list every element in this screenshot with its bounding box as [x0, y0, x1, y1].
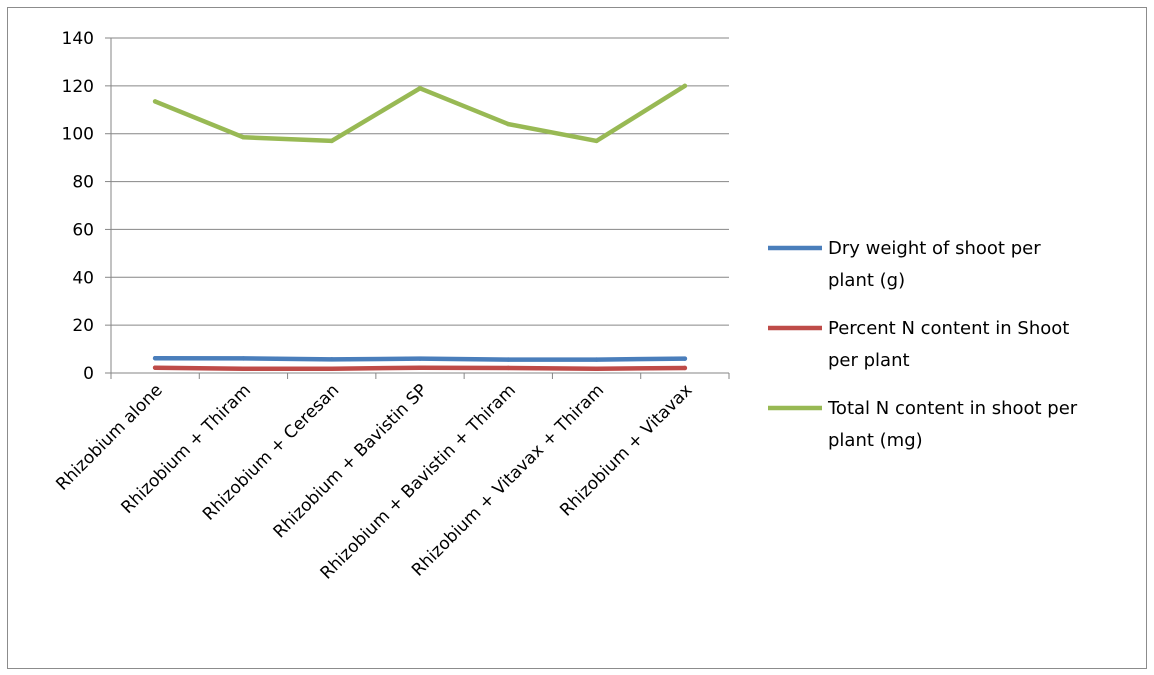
- data-point: [152, 99, 158, 104]
- x-category-label: Rhizobium + Vitavax + Thiram: [408, 380, 608, 580]
- data-point: [594, 357, 599, 362]
- x-category-label: Rhizobium + Bavistin + Thiram: [317, 380, 520, 583]
- y-tick-label: 0: [83, 364, 94, 384]
- legend-label: plant (g): [828, 270, 905, 291]
- legend-label: plant (mg): [828, 430, 923, 451]
- data-point: [329, 357, 334, 362]
- data-point: [506, 121, 511, 127]
- data-point: [506, 365, 511, 371]
- legend-label: Dry weight of shoot per: [828, 238, 1041, 259]
- legend: Dry weight of shoot per plant (g) Percent …: [768, 238, 1078, 451]
- data-point: [682, 356, 688, 361]
- y-tick-label: 40: [72, 268, 94, 288]
- series-lines: [152, 83, 688, 371]
- data-point: [417, 356, 423, 361]
- data-point: [241, 356, 246, 361]
- data-point: [152, 365, 158, 370]
- x-category-label: Rhizobium + Bavistin SP: [270, 380, 432, 542]
- y-tick-label: 80: [72, 173, 94, 193]
- y-tick-label: 20: [72, 316, 94, 336]
- series-line-3: [152, 83, 688, 144]
- data-point: [682, 83, 688, 89]
- y-tick-label: 120: [62, 77, 94, 97]
- y-tick-label: 100: [62, 125, 94, 145]
- y-tick-label: 140: [62, 29, 94, 49]
- data-point: [682, 365, 688, 371]
- data-point: [329, 366, 334, 371]
- legend-label: per plant: [828, 350, 910, 371]
- data-point: [241, 135, 246, 140]
- data-point: [329, 138, 334, 144]
- data-point: [417, 86, 423, 91]
- legend-label: Percent N content in Shoot: [828, 318, 1069, 339]
- legend-label: Total N content in shoot per: [827, 398, 1078, 419]
- data-point: [241, 366, 246, 371]
- gridlines: [111, 37, 729, 326]
- data-point: [594, 138, 599, 144]
- data-point: [417, 365, 423, 370]
- axes: [105, 37, 730, 379]
- data-point: [594, 366, 599, 371]
- y-tick-label: 60: [72, 220, 94, 240]
- data-point: [152, 355, 158, 361]
- y-axis-ticks: 0 20 40 60 80 100 120 140: [62, 29, 94, 384]
- data-point: [506, 357, 511, 362]
